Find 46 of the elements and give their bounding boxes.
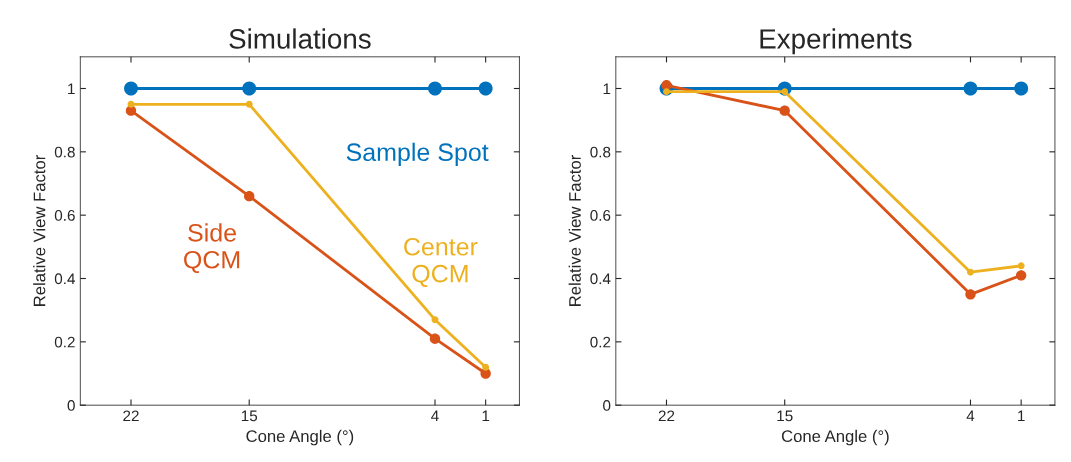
x-tick-label: 15 [241,410,258,422]
x-tick-label: 15 [777,410,793,422]
x-tick-label: 1 [1018,410,1025,422]
y-tick-label: 0.6 [590,210,611,221]
y-tick-label: 0.4 [54,273,76,285]
chart-title: Experiments [760,28,912,55]
x-tick-label: 1 [482,410,490,422]
y-tick-label: 0.6 [54,210,75,221]
point [779,105,790,116]
point [1015,270,1027,281]
y-tick-label: 1 [68,83,75,95]
point [127,100,135,108]
point [963,81,978,96]
point [1014,81,1029,96]
y-axis-title: Relative View Factor [568,155,581,306]
point [244,190,255,202]
point [242,81,257,96]
point [1017,262,1025,270]
y-tick-label: 0.4 [590,273,611,285]
point [478,81,493,96]
y-tick-label: 1 [603,83,611,95]
x-tick-label: 4 [966,410,975,422]
x-tick-label: 22 [658,410,675,422]
x-tick-label: 22 [123,410,139,422]
point [124,81,138,96]
series-label: Center QCM [404,237,478,287]
series-label: Side QCM [184,223,240,274]
point [428,81,442,96]
x-axis-title: Cone Angle (°) [781,429,889,446]
y-tick-label: 0.8 [54,146,75,158]
point [245,100,253,108]
x-tick-label: 4 [431,410,439,422]
y-tick-label: 0 [603,400,611,411]
chart-title: Simulations [229,28,371,49]
point [965,289,976,300]
point [967,268,974,276]
series-label: Sample Spot [346,142,489,167]
y-tick-label: 0.8 [590,146,611,158]
y-tick-label: 0.2 [54,336,75,348]
point [429,333,441,344]
x-axis-title: Cone Angle (°) [246,429,354,446]
y-axis-title: Relative View Factor [33,155,46,306]
y-tick-label: 0 [67,400,75,411]
y-tick-label: 0.2 [590,336,611,348]
point [482,363,490,371]
point [431,316,439,324]
